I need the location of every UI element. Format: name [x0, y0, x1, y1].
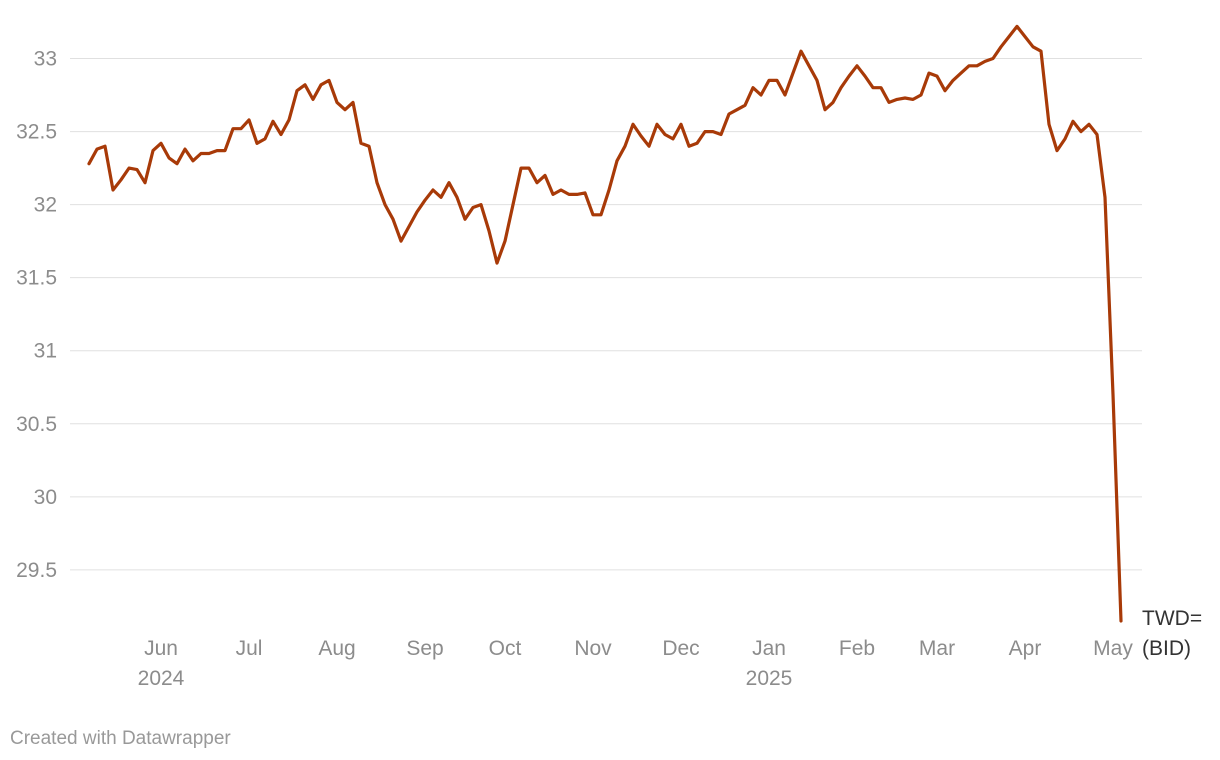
y-tick-label: 31	[34, 340, 57, 363]
y-tick-label: 29.5	[16, 559, 57, 582]
x-tick-label: Dec	[662, 637, 699, 660]
x-tick-label: Sep	[406, 637, 443, 660]
x-tick-label: Nov	[574, 637, 612, 660]
y-tick-label: 30.5	[16, 413, 57, 436]
x-tick-label: Jan 2025	[746, 637, 793, 690]
series-label: TWD= (BID)	[1142, 607, 1202, 660]
x-tick-label: Mar	[919, 637, 955, 660]
credit: Created with Datawrapper	[10, 728, 231, 749]
y-tick-label: 31.5	[16, 267, 57, 290]
line	[87, 24, 1123, 623]
y-tick-label: 32	[34, 194, 57, 217]
x-tick-label: Jul	[236, 637, 263, 660]
x-tick-label: Feb	[839, 637, 875, 660]
y-tick-label: 30	[34, 486, 57, 509]
x-tick-label: May	[1093, 637, 1133, 660]
x-tick-label: Apr	[1009, 637, 1042, 660]
y-tick-label: 32.5	[16, 121, 57, 144]
x-tick-label: Oct	[489, 637, 522, 660]
y-tick-label: 33	[34, 48, 57, 71]
x-tick-label: Aug	[318, 637, 355, 660]
x-tick-label: Jun 2024	[138, 637, 185, 690]
